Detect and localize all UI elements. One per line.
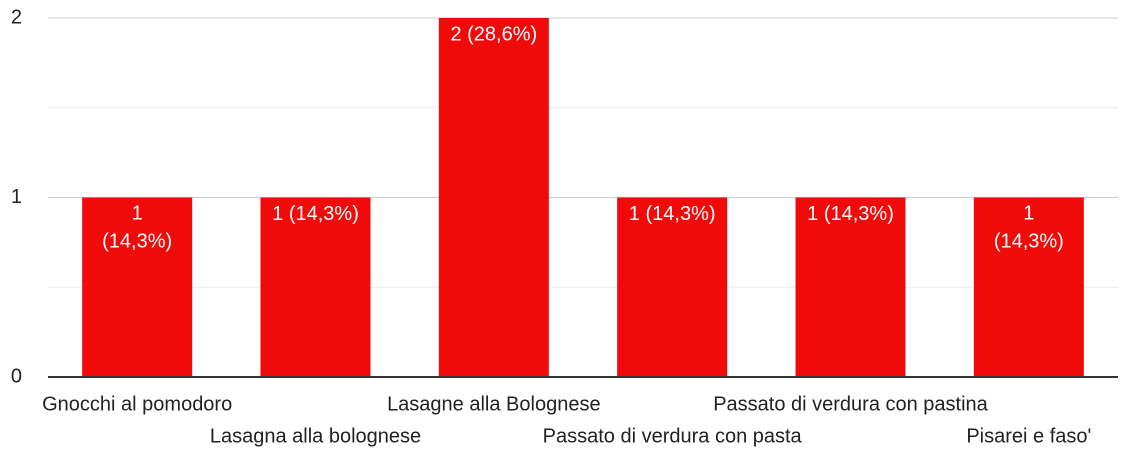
- data-label-line: (14,3%): [994, 231, 1064, 253]
- bar: [973, 197, 1084, 377]
- data-label: 1 (14,3%): [629, 203, 716, 225]
- x-tick-label: Pisarei e faso': [966, 425, 1091, 447]
- data-label: 2 (28,6%): [450, 23, 537, 45]
- y-tick-label: 0: [11, 365, 22, 387]
- data-label-line: 1: [1023, 203, 1034, 225]
- data-label: 1 (14,3%): [994, 203, 1064, 253]
- bar: [82, 197, 193, 377]
- data-label: 1 (14,3%): [102, 203, 172, 253]
- bar: [438, 18, 549, 377]
- x-tick-label: Lasagna alla bolognese: [210, 425, 421, 447]
- data-label: 1 (14,3%): [272, 203, 359, 225]
- data-label: 1 (14,3%): [807, 203, 894, 225]
- y-tick-label: 1: [11, 186, 22, 208]
- bar: [260, 197, 371, 377]
- x-tick-label: Passato di verdura con pasta: [543, 425, 803, 447]
- x-tick-label: Gnocchi al pomodoro: [42, 393, 232, 415]
- data-label-line: 1: [132, 203, 143, 225]
- x-tick-label: Lasagne alla Bolognese: [387, 393, 601, 415]
- bar: [795, 197, 906, 377]
- x-tick-label: Passato di verdura con pastina: [713, 393, 988, 415]
- data-label-line: (14,3%): [102, 231, 172, 253]
- y-tick-label: 2: [11, 6, 22, 28]
- bar: [617, 197, 728, 377]
